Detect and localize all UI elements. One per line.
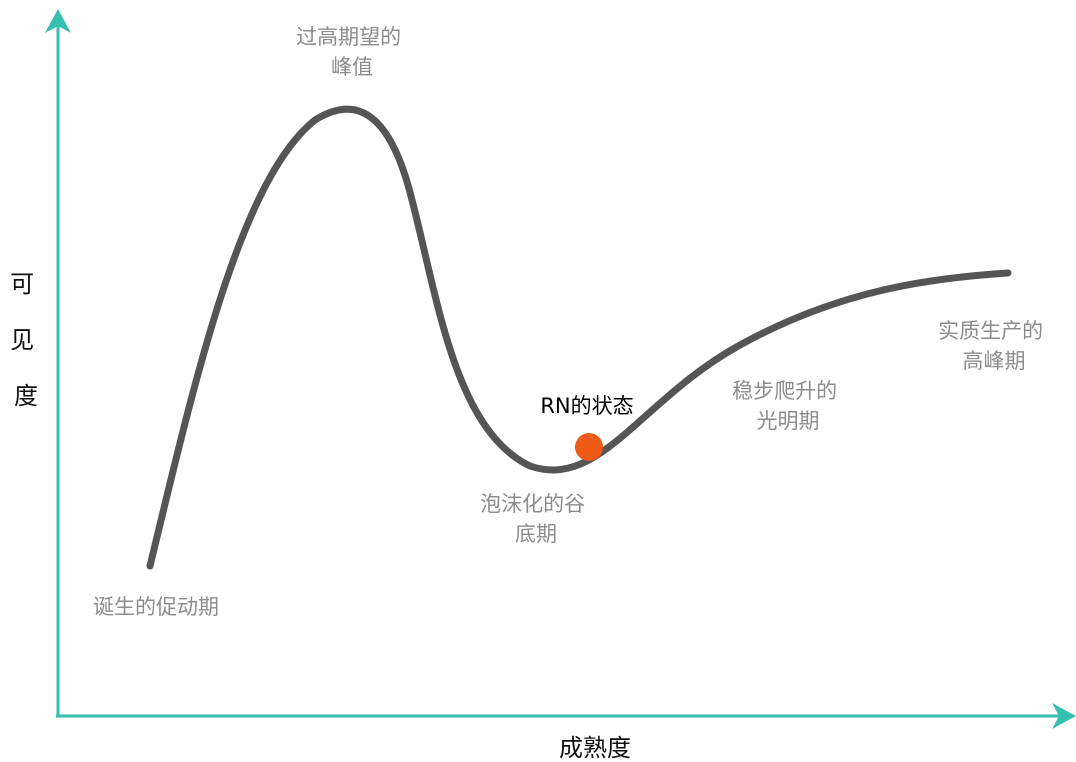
y-axis-title: 可 见 度 — [10, 270, 42, 410]
current-state-marker — [575, 433, 603, 461]
current-state-label: RN的状态 — [540, 394, 633, 418]
hype-curve — [146, 105, 1012, 570]
axes — [45, 9, 1076, 729]
stage-label-slope-enlightenment: 稳步爬升的 光明期 — [732, 379, 844, 433]
x-axis-title: 成熟度 — [559, 734, 631, 762]
stage-label-innovation-trigger: 诞生的促动期 — [93, 595, 219, 619]
y-axis-arrowhead — [45, 9, 71, 33]
stage-label-trough-disillusionment: 泡沫化的谷 底期 — [480, 492, 592, 546]
stage-label-plateau-productivity: 实质生产的 高峰期 — [938, 319, 1050, 373]
x-axis-arrowhead — [1052, 703, 1076, 729]
stage-label-peak-expectations: 过高期望的 峰值 — [296, 25, 408, 79]
